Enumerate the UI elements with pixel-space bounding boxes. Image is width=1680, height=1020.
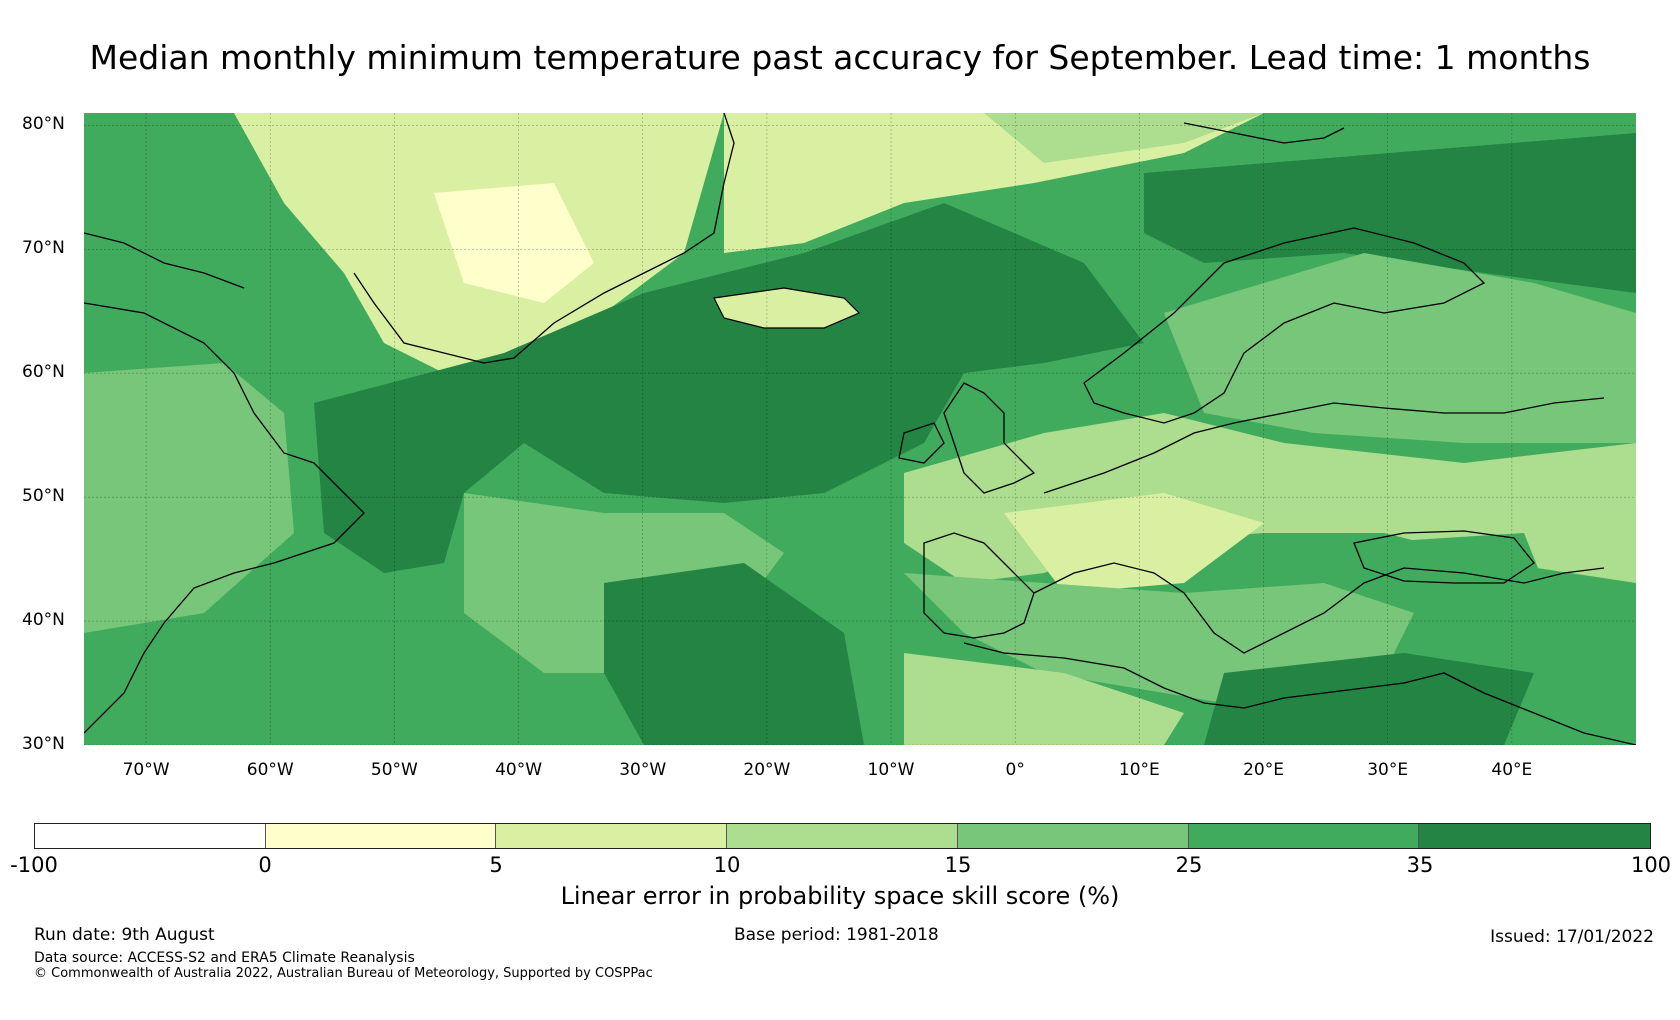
- gridlines: [84, 113, 1636, 745]
- latitude-tick-label: 50°N: [22, 486, 65, 507]
- scandinavia-coast: [1083, 227, 1486, 424]
- great-britain-coast: [943, 382, 1036, 494]
- black-sea-coast: [1353, 530, 1535, 584]
- region-west: [84, 363, 294, 633]
- region-black-sea: [1364, 533, 1544, 593]
- iceland-outline: [713, 287, 861, 329]
- colorbar-segment: [957, 824, 1189, 848]
- ireland-coast: [898, 422, 945, 464]
- region-subtropical-dark: [604, 563, 864, 745]
- base-period: Base period: 1981-2018: [734, 925, 939, 945]
- longitude-tick-label: 40°W: [495, 760, 543, 780]
- longitude-tick-label: 40°E: [1491, 760, 1533, 780]
- colorbar-segment: [1188, 824, 1420, 848]
- map-title: Median monthly minimum temperature past …: [89, 38, 1591, 77]
- colorbar-segment: [1419, 824, 1650, 848]
- region-central-europe-light: [1004, 493, 1264, 593]
- longitude-tick-label: 50°W: [370, 760, 418, 780]
- longitude-tick-label: 0°: [1005, 760, 1025, 780]
- colorbar-tick-label: 15: [944, 853, 972, 877]
- colorbar-tick-label: 100: [1630, 853, 1672, 877]
- north-america-coast: [84, 302, 365, 734]
- colorbar-tick-label: 0: [258, 853, 272, 877]
- greenland-coast: [353, 113, 735, 364]
- canada-arctic-coast: [84, 232, 245, 289]
- colorbar-tick-label: 35: [1406, 853, 1434, 877]
- colorbar-segment: [496, 824, 728, 848]
- mediterranean-north-coast: [1033, 562, 1605, 654]
- latitude-tick-label: 80°N: [22, 114, 65, 135]
- latitude-tick-label: 40°N: [22, 610, 65, 631]
- skill-score-map: [84, 113, 1636, 745]
- copyright: © Commonwealth of Australia 2022, Austra…: [34, 966, 653, 981]
- longitude-tick-label: 60°W: [246, 760, 294, 780]
- longitude-tick-label: 20°W: [743, 760, 791, 780]
- colorbar-label: Linear error in probability space skill …: [560, 882, 1120, 910]
- region-north-atlantic-dark: [314, 203, 1144, 573]
- longitude-tick-label: 20°E: [1243, 760, 1284, 780]
- longitude-tick-label: 10°E: [1118, 760, 1160, 780]
- svalbard-coast: [1183, 122, 1345, 144]
- latitude-tick-label: 30°N: [22, 734, 65, 754]
- region-scandinavia: [1164, 253, 1636, 443]
- iberia-coast: [923, 532, 1035, 639]
- data-source: Data source: ACCESS-S2 and ERA5 Climate …: [34, 950, 415, 966]
- colorbar-tick-label: 25: [1175, 853, 1203, 877]
- longitude-tick-label: 30°E: [1367, 760, 1409, 780]
- longitude-tick-label: 10°W: [867, 760, 915, 780]
- latitude-tick-label: 60°N: [22, 362, 65, 383]
- region-greenland-core: [434, 183, 594, 303]
- colorbar-tick-label: -100: [10, 853, 58, 877]
- longitude-tick-label: 30°W: [619, 760, 667, 780]
- region-barents-dark: [1144, 133, 1636, 293]
- baltic-europe-coast: [1043, 397, 1605, 494]
- colorbar: [34, 823, 1651, 849]
- colorbar-tick-label: 5: [489, 853, 503, 877]
- region-north-africa: [904, 653, 1184, 745]
- coastlines: [84, 113, 1636, 745]
- north-africa-coast: [963, 642, 1636, 745]
- colorbar-segment: [727, 824, 958, 848]
- colorbar-tick-label: 10: [713, 853, 741, 877]
- issued-date: Issued: 17/01/2022: [1490, 927, 1654, 947]
- colorbar-segment: [265, 824, 497, 848]
- latitude-tick-label: 70°N: [22, 238, 65, 259]
- region-east-med-dark: [1204, 653, 1534, 745]
- colorbar-segment: [35, 824, 266, 848]
- run-date: Run date: 9th August: [34, 925, 215, 945]
- longitude-tick-label: 70°W: [122, 760, 170, 780]
- map-canvas: [84, 113, 1636, 745]
